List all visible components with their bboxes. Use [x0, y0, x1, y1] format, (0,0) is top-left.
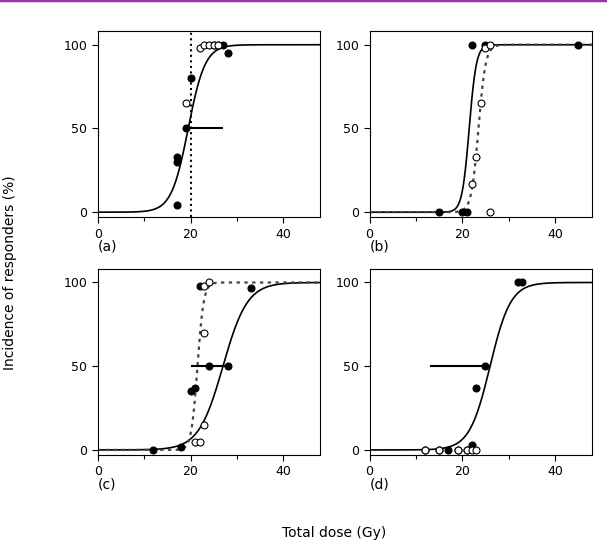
Text: Total dose (Gy): Total dose (Gy) [282, 525, 386, 540]
Text: (d): (d) [370, 477, 389, 491]
Text: Incidence of responders (%): Incidence of responders (%) [3, 175, 17, 370]
Text: (a): (a) [98, 239, 117, 253]
Text: (b): (b) [370, 239, 389, 253]
Text: (c): (c) [98, 477, 117, 491]
